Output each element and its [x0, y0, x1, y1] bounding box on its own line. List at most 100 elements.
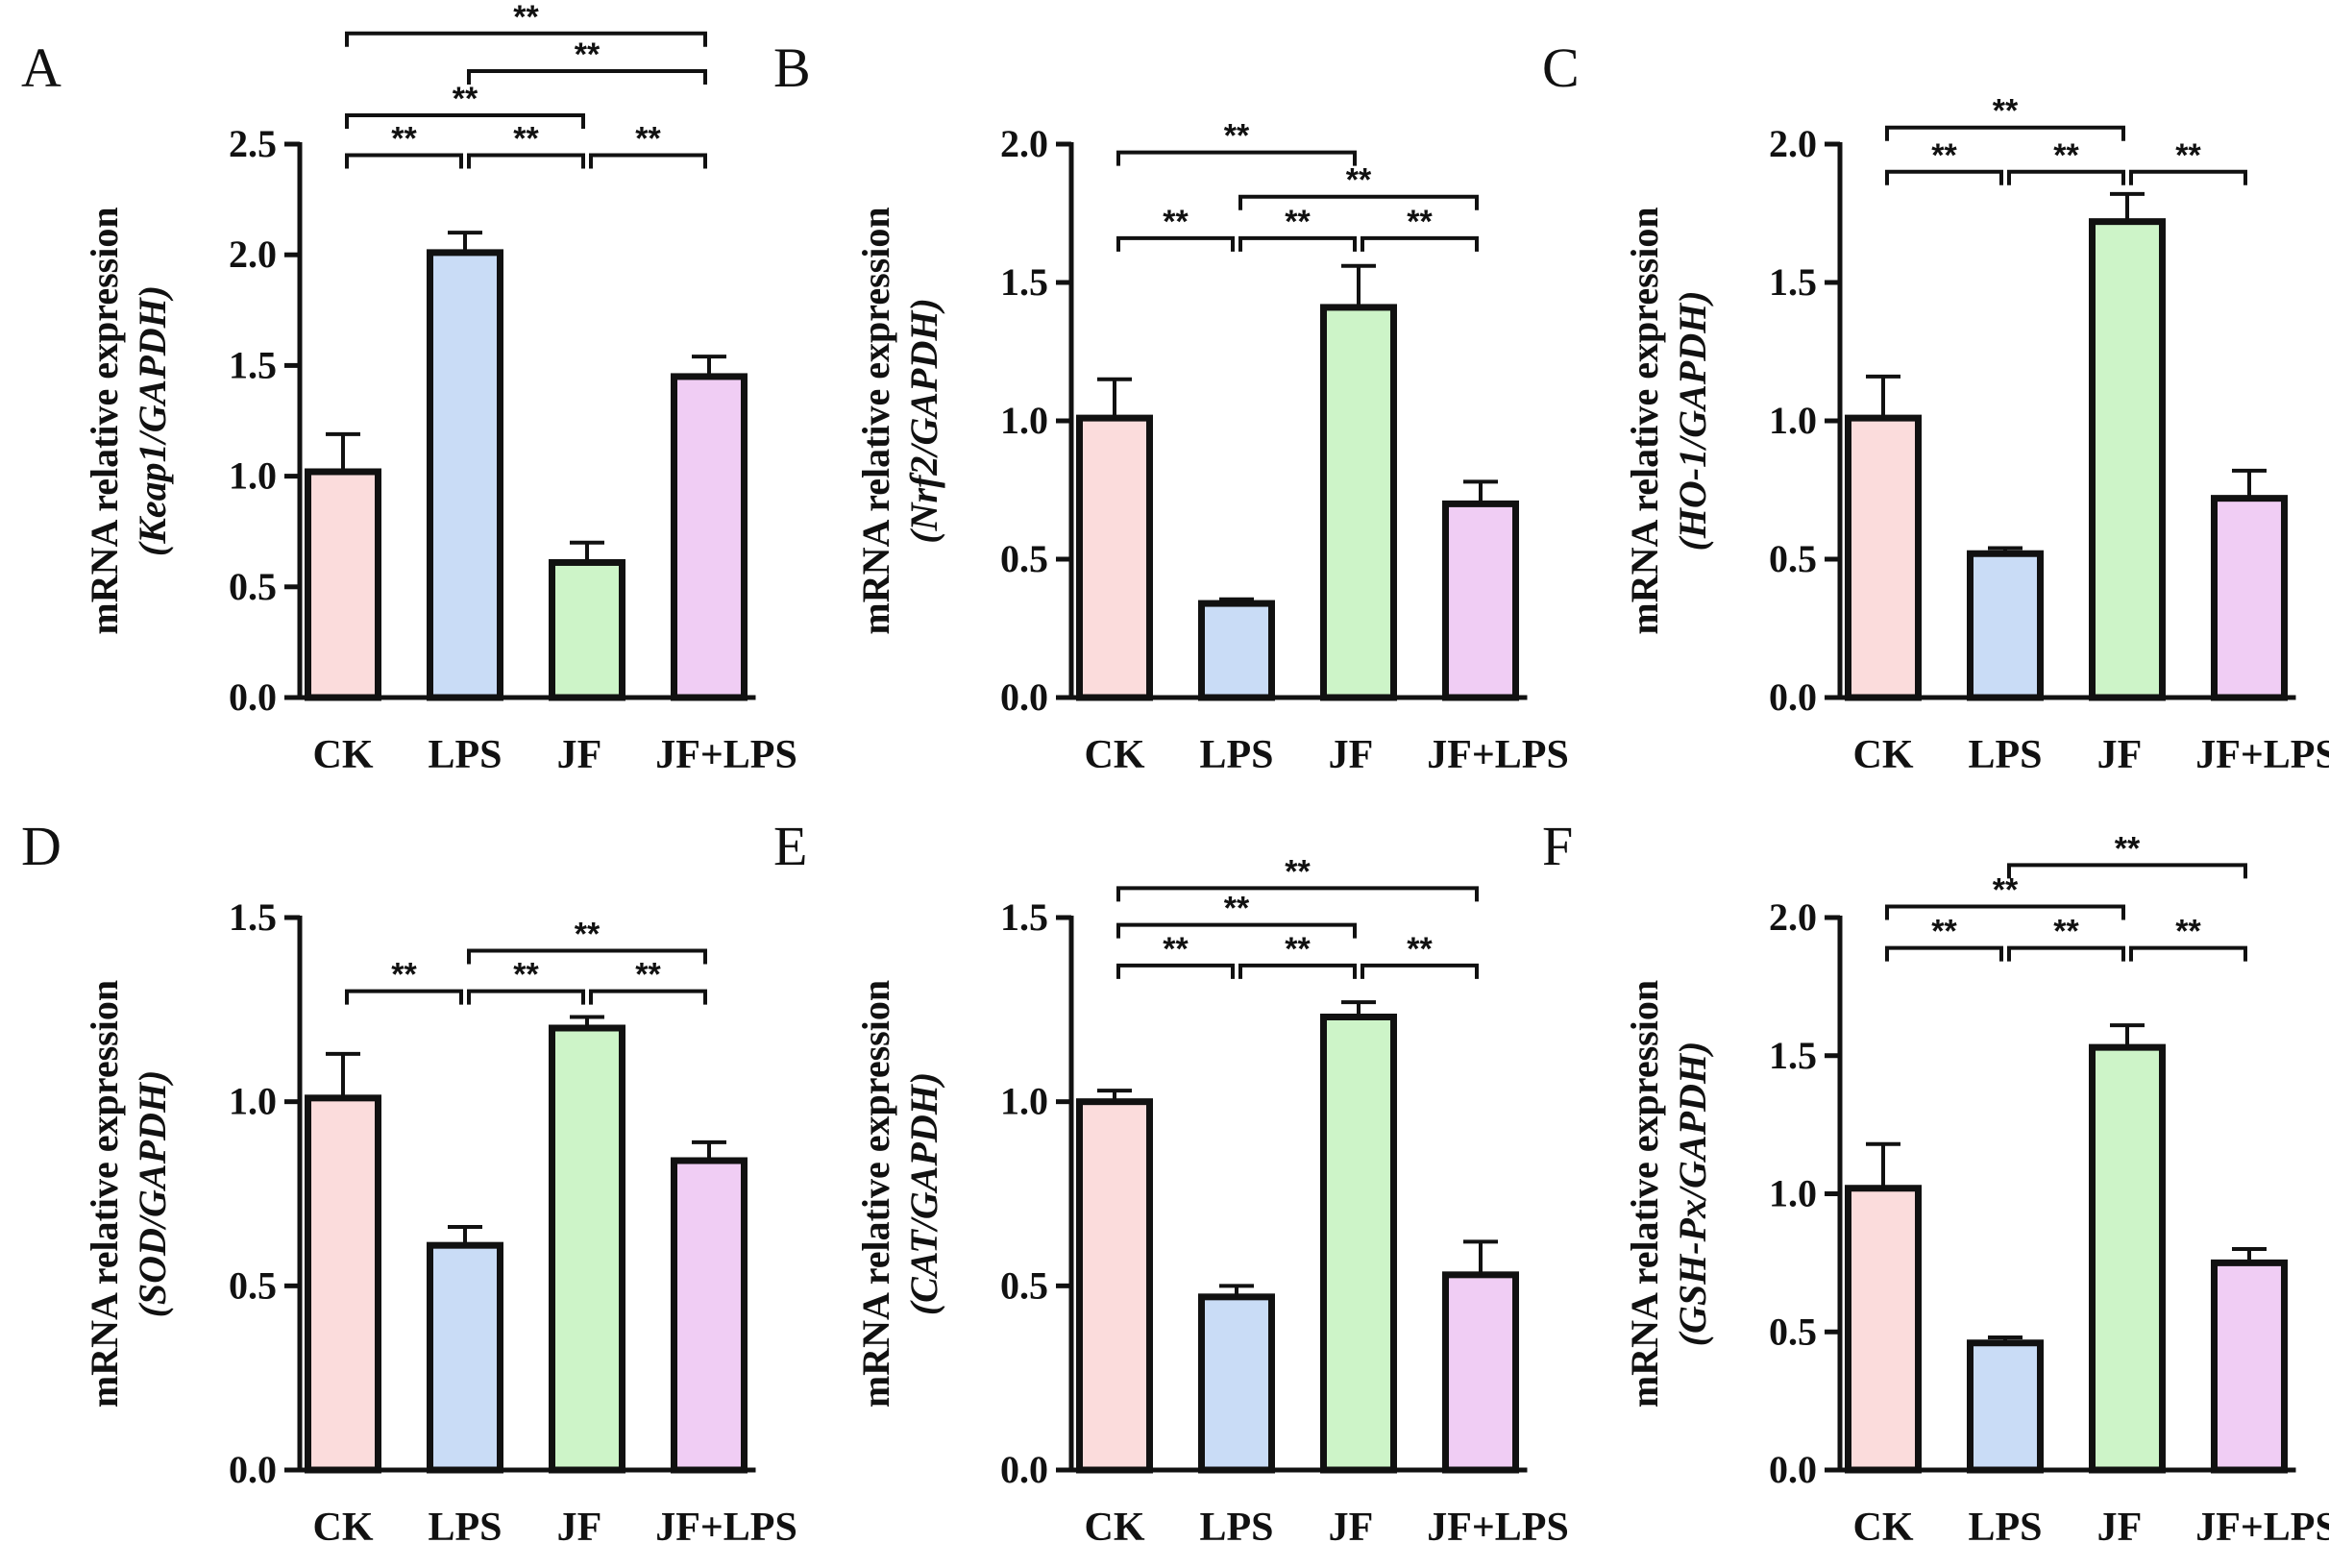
panel-f-category-label: JF+LPS [2195, 1506, 2329, 1550]
panel-b-y-tick-label: 1.0 [1000, 399, 1048, 442]
panel-e-y-axis-title-line2: (CAT/GAPDH) [902, 1072, 945, 1315]
panel-a-significance-label: ** [635, 121, 661, 158]
panel-a-significance-label: ** [513, 121, 539, 158]
panel-e-bar-jf-lps [1442, 1271, 1519, 1474]
panel-e-significance-label: ** [1407, 931, 1433, 968]
panel-e-significance-label: ** [1285, 853, 1311, 890]
panel-e-significance-bracket [1361, 963, 1479, 979]
panel-c-category-label: LPS [1968, 733, 2042, 777]
panel-c-category-label: JF+LPS [2195, 733, 2329, 777]
panel-f-category-label: JF [2097, 1506, 2143, 1550]
panel-b-significance-bracket [1116, 235, 1235, 252]
panel-d-category-label: JF [557, 1506, 602, 1550]
panel-b-bar-jf-lps [1442, 500, 1519, 701]
panel-d-y-tick-label: 0.5 [229, 1263, 277, 1307]
panel-d-significance-label: ** [391, 957, 417, 993]
panel-a-y-tick-label: 0.5 [229, 565, 277, 608]
panel-a-bar-lps [427, 249, 503, 701]
panel-d-y-axis-title-line2: (SOD/GAPDH) [131, 1070, 174, 1318]
panel-a-y-tick-label: 0.0 [229, 675, 277, 719]
panel-c-y-axis-title: mRNA relative expression (HO-1/GAPDH) [1623, 207, 1714, 634]
panel-c-y-tick-label: 1.0 [1769, 399, 1817, 442]
panel-a-y-tick-label: 2.0 [229, 233, 277, 276]
panel-f-significance-label: ** [1993, 872, 2019, 909]
panel-b-chart: B 0.0 0.5 1.0 1.5 2.0 mRNA relative expression… [773, 37, 1569, 777]
panel-f-significance-bracket [1885, 904, 2125, 920]
panel-a-bar-jf [549, 558, 625, 701]
panel-f-significance-label: ** [2053, 914, 2079, 950]
panel-e-y-tick-label: 0.0 [1000, 1448, 1048, 1491]
panel-f-bar-jf [2089, 1043, 2166, 1474]
panel-c-significance-bracket [2129, 169, 2247, 185]
panel-b-category-label: LPS [1199, 733, 1273, 777]
panel-c-chart: C 0.0 0.5 1.0 1.5 2.0 mRNA relative expression… [1542, 37, 2329, 777]
panel-a-y-axis-title-line2: (Keap1/GAPDH) [131, 285, 174, 556]
panel-c-significance-label: ** [1931, 137, 1957, 174]
panel-f-y-tick-label: 0.5 [1769, 1310, 1817, 1353]
panel-a-significance-bracket [345, 113, 585, 130]
panel-a-significance-label: ** [391, 121, 417, 158]
panel-a-y-tick-label: 1.0 [229, 454, 277, 498]
panel-d-category-label: LPS [428, 1506, 502, 1550]
panel-e-bar-lps [1198, 1293, 1275, 1474]
panel-e-y-axis-title: mRNA relative expression (CAT/GAPDH) [854, 980, 945, 1408]
panel-e-y-tick-label: 1.5 [1000, 895, 1048, 939]
panel-b-y-tick-label: 2.0 [1000, 122, 1048, 165]
panel-c-bar-jf-lps [2211, 495, 2288, 701]
panel-c-significance-bracket [1885, 125, 2125, 141]
panel-f-y-tick-label: 2.0 [1769, 895, 1817, 939]
panel-c-significance-label: ** [2053, 137, 2079, 174]
panel-c-significance-bracket [1885, 169, 2003, 185]
panel-f-letter: F [1542, 815, 1573, 877]
panel-e-category-label: LPS [1199, 1506, 1273, 1550]
panel-b-bar-jf [1320, 304, 1397, 701]
panel-d-y-tick-label: 1.0 [229, 1080, 277, 1123]
panel-a-category-label: LPS [428, 733, 502, 777]
panel-b-significance-label: ** [1163, 204, 1189, 240]
panel-d-chart: D 0.0 0.5 1.0 1.5 mRNA relative expression (SO… [21, 815, 797, 1550]
panel-f-y-axis-title-line2: (GSH-Px/GAPDH) [1671, 1041, 1714, 1347]
panel-a-y-tick-label: 1.5 [229, 343, 277, 386]
panel-b-bar-lps [1198, 600, 1275, 701]
panel-a-significance-label: ** [575, 37, 601, 73]
panel-b-category-label: CK [1085, 733, 1145, 777]
panel-c-significance-label: ** [1993, 93, 2019, 130]
panel-d-letter: D [21, 815, 61, 877]
panel-d-bar-ck [305, 1094, 381, 1474]
panel-f-significance-bracket [2007, 863, 2247, 879]
panel-e-letter: E [773, 815, 807, 877]
panel-a-y-axis-title: mRNA relative expression (Keap1/GAPDH) [83, 207, 174, 634]
panel-b-category-label: JF [1329, 733, 1374, 777]
panel-d-category-label: JF+LPS [655, 1506, 797, 1550]
panel-f-y-axis-title: mRNA relative expression (GSH-Px/GAPDH) [1623, 980, 1714, 1408]
panel-b-y-axis-title-line1: mRNA relative expression [854, 207, 897, 634]
panel-d-y-axis-title: mRNA relative expression (SOD/GAPDH) [83, 980, 174, 1408]
panel-a-y-tick-label: 2.5 [229, 122, 277, 165]
panel-f-bar-jf-lps [2211, 1259, 2288, 1474]
panel-b-significance-bracket [1238, 235, 1357, 252]
panel-e-chart: E 0.0 0.5 1.0 1.5 mRNA relative expression (CA… [773, 815, 1569, 1550]
panel-a-significance-bracket [467, 153, 585, 169]
panel-f-chart: F 0.0 0.5 1.0 1.5 2.0 mRNA relative expression… [1542, 815, 2329, 1550]
panel-d-significance-label: ** [513, 957, 539, 993]
panel-c-bar-lps [1967, 550, 2044, 701]
panel-a-bar-ck [305, 468, 381, 701]
panel-d-y-tick-label: 0.0 [229, 1448, 277, 1491]
panel-e-category-label: JF+LPS [1427, 1506, 1569, 1550]
panel-f-significance-label: ** [2175, 914, 2201, 950]
panel-b-significance-label: ** [1346, 162, 1372, 199]
panel-e-significance-bracket [1116, 963, 1235, 979]
panel-d-category-label: CK [313, 1506, 374, 1550]
panel-f-bar-ck [1845, 1185, 1922, 1474]
panel-e-y-axis-title-line1: mRNA relative expression [854, 980, 897, 1408]
panel-d-y-tick-label: 1.5 [229, 895, 277, 939]
panel-f-y-axis-title-line1: mRNA relative expression [1623, 980, 1666, 1408]
panel-e-significance-bracket [1238, 963, 1357, 979]
panel-b-y-tick-label: 1.5 [1000, 260, 1048, 304]
panel-b-y-axis-title: mRNA relative expression (Nrf2/GAPDH) [854, 207, 945, 634]
panel-f-category-label: LPS [1968, 1506, 2042, 1550]
panel-d-bar-lps [427, 1241, 503, 1474]
panel-b-y-tick-label: 0.0 [1000, 675, 1048, 719]
panel-b-significance-label: ** [1407, 204, 1433, 240]
